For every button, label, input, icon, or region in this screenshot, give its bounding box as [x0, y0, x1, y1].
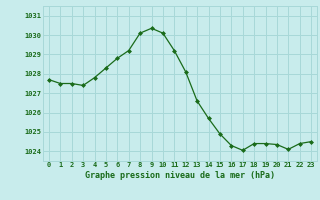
X-axis label: Graphe pression niveau de la mer (hPa): Graphe pression niveau de la mer (hPa) [85, 171, 275, 180]
